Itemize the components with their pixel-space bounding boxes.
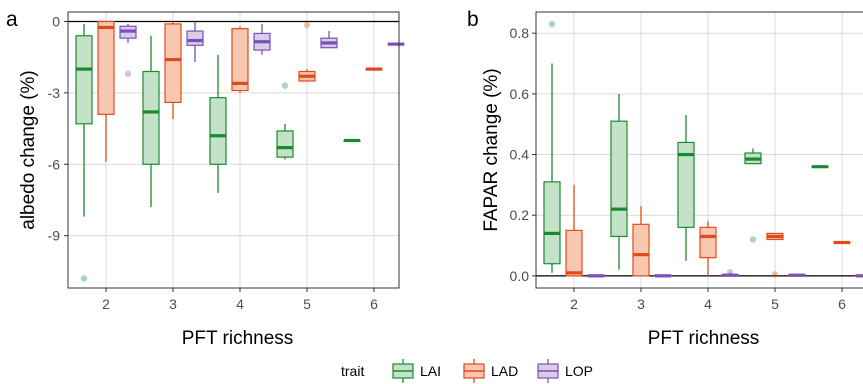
outlier-point (80, 275, 88, 282)
y-tick-label: -9 (48, 228, 61, 244)
box (276, 130, 294, 158)
legend-title: trait (341, 363, 364, 379)
x-tick-label: 6 (838, 296, 846, 312)
box-lop-6 (387, 42, 405, 46)
box-lad-3 (632, 206, 650, 277)
y-tick-label: 0.8 (510, 25, 530, 41)
box (97, 20, 115, 115)
legend-item-lai: LAI (392, 359, 441, 383)
box-lai-5 (744, 148, 762, 243)
x-tick-label: 2 (570, 296, 578, 312)
x-tick-label: 3 (169, 296, 177, 312)
y-tick-label: -6 (48, 156, 61, 172)
legend-label: LAI (420, 363, 441, 379)
legend-item-lop: LOP (537, 359, 593, 383)
x-tick-label: 4 (236, 296, 244, 312)
box-lop-4 (253, 23, 271, 55)
y-tick-label: 0.0 (510, 268, 530, 284)
box-lop-4 (721, 269, 739, 277)
legend-label: LOP (565, 363, 593, 379)
outlier-point (124, 70, 132, 78)
legend-label: LAD (491, 363, 518, 379)
box-lad-2 (97, 20, 115, 162)
outlier-point (749, 236, 757, 243)
x-tick-label: 3 (637, 296, 645, 312)
panel-letter: b (467, 8, 479, 31)
panel-a: 0 -3 -6 -9 2 3 4 5 6 a PFT richness albedo change (… (6, 8, 405, 349)
outlier-point (548, 20, 556, 28)
y-axis-title: albedo change (%) (18, 70, 39, 230)
box-lai-4 (677, 115, 695, 261)
box (565, 229, 583, 277)
box-lop-2 (587, 274, 605, 278)
y-axis-title: FAPAR change (%) (481, 68, 502, 231)
box-lop-6 (855, 274, 863, 278)
y-tick-label: -3 (48, 85, 61, 101)
panel-b: 0.0 0.2 0.4 0.6 0.8 2 3 4 5 6 b PFT richness FAPAR c… (467, 8, 863, 349)
box (610, 120, 628, 238)
y-tick-label: 0 (52, 14, 60, 30)
box-lai-6 (811, 165, 829, 169)
box-lad-4 (699, 221, 717, 276)
box-lad-4 (231, 26, 249, 93)
x-axis-title: PFT richness (182, 328, 294, 349)
y-tick-label: 0.2 (510, 207, 530, 223)
x-tick-label: 4 (704, 296, 712, 312)
box (543, 181, 561, 265)
box-lai-3 (610, 93, 628, 270)
box (186, 30, 204, 46)
box-lad-2 (565, 184, 583, 277)
box (699, 226, 717, 259)
x-tick-label: 5 (303, 296, 311, 312)
panel-border (535, 11, 863, 289)
box-lai-3 (142, 35, 160, 208)
box-lad-5 (766, 232, 784, 278)
box-lop-5 (788, 273, 806, 277)
box-lai-6 (343, 138, 361, 143)
box (164, 23, 182, 104)
x-tick-label: 2 (102, 296, 110, 312)
box-lop-2 (119, 23, 137, 78)
box-lai-4 (209, 54, 227, 193)
x-axis-title: PFT richness (648, 328, 760, 349)
box-lad-3 (164, 21, 182, 120)
box (632, 223, 650, 277)
y-tick-label: 0.6 (510, 86, 530, 102)
box-lop-3 (186, 21, 204, 62)
panel-border (67, 11, 400, 289)
box-lai-2 (75, 23, 93, 282)
panel-letter: a (6, 8, 18, 31)
outlier-point (281, 82, 289, 89)
box-lad-6 (365, 67, 383, 71)
x-tick-label: 5 (771, 296, 779, 312)
box (677, 141, 695, 228)
box (142, 70, 160, 165)
outlier-point (303, 21, 311, 29)
legend: trait LAI LAD LOP (341, 359, 593, 383)
box-lop-5 (320, 31, 338, 49)
box (231, 28, 249, 92)
box (209, 97, 227, 165)
box-lad-6 (833, 240, 851, 245)
box-lad-5 (298, 21, 316, 82)
y-tick-label: 0.4 (510, 147, 530, 163)
outlier-point (726, 269, 734, 276)
x-tick-label: 6 (370, 296, 378, 312)
box-lop-3 (654, 274, 672, 278)
outlier-point (771, 271, 779, 278)
legend-item-lad: LAD (463, 359, 518, 383)
box-lai-2 (543, 20, 561, 273)
box (75, 35, 93, 125)
box-lai-5 (276, 82, 294, 160)
